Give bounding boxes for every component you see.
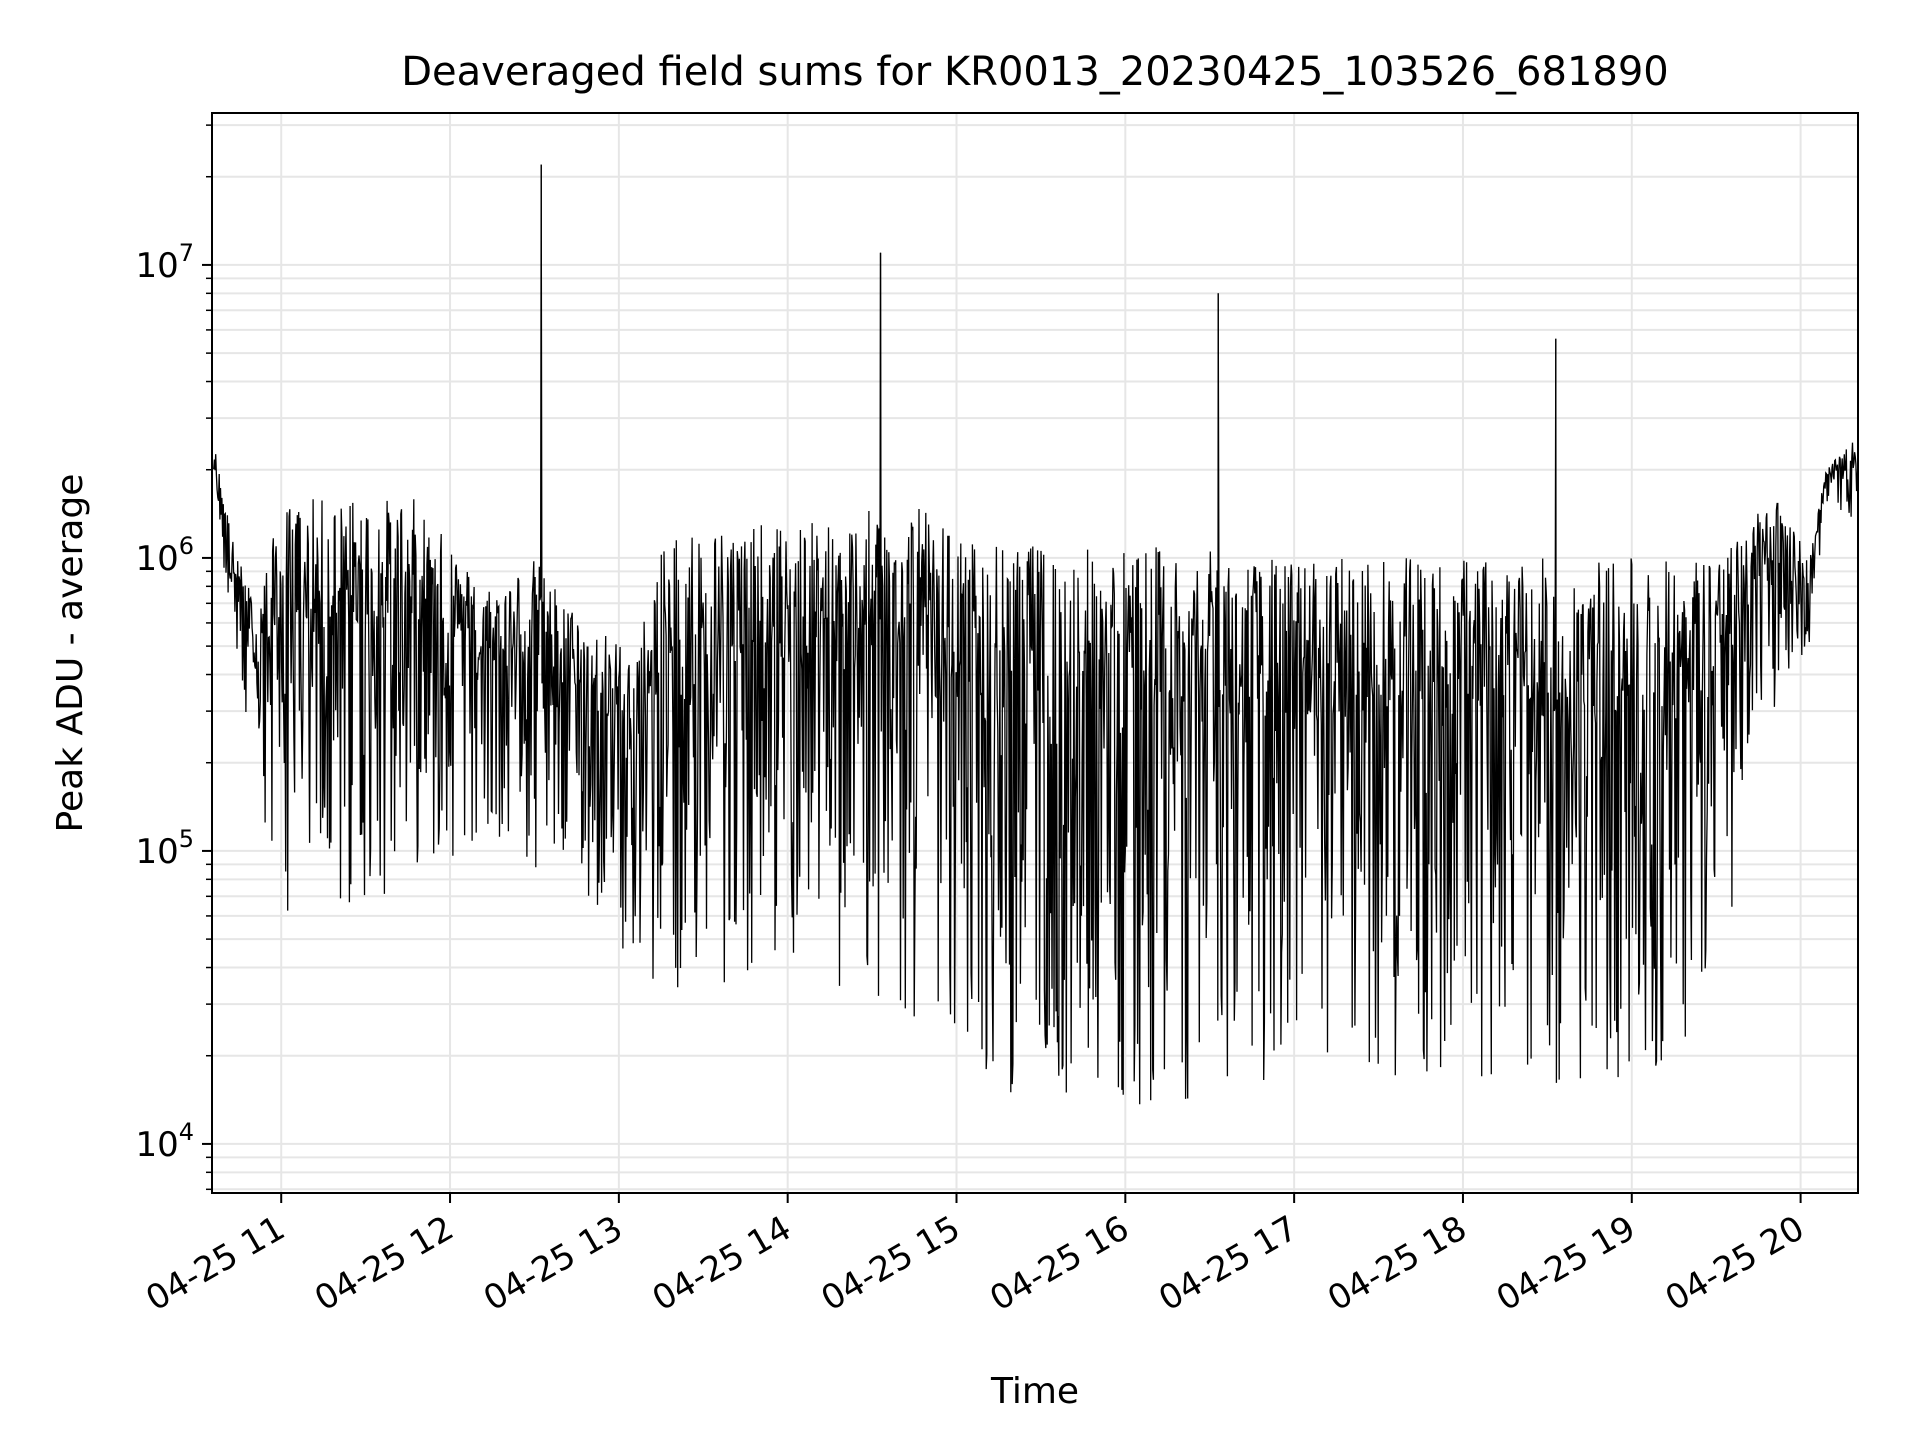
chart-title: Deaveraged field sums for KR0013_2023042…	[401, 49, 1669, 95]
y-tick-label: 104	[135, 1118, 194, 1165]
y-tick-label: 105	[135, 825, 194, 872]
y-tick-label: 106	[135, 532, 194, 579]
x-axis-label: Time	[990, 1371, 1079, 1412]
grid	[212, 113, 1858, 1193]
plot-frame	[211, 112, 1859, 1194]
y-tick-label: 107	[135, 239, 194, 286]
series-line	[213, 164, 1859, 1105]
y-axis-label: Peak ADU - average	[50, 474, 91, 833]
series-layer	[213, 164, 1859, 1105]
